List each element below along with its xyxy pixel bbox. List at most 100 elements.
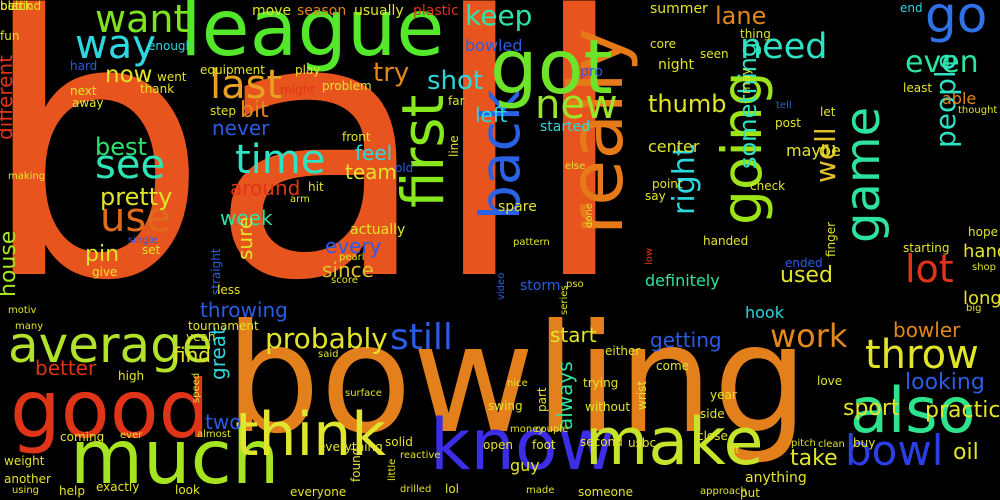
word-wrist: wrist xyxy=(635,380,649,410)
word-center: center xyxy=(648,137,700,156)
word-help: help xyxy=(59,484,85,498)
word-move: move xyxy=(252,3,292,19)
word-able: able xyxy=(942,89,977,108)
word-want: want xyxy=(95,0,189,41)
word-next: next xyxy=(70,84,97,98)
word-front: front xyxy=(342,130,371,144)
word-lol: lol xyxy=(445,482,460,496)
word-end: end xyxy=(900,1,923,15)
word-big: big xyxy=(966,303,982,314)
word-found: found xyxy=(349,447,363,482)
word-look: look xyxy=(175,483,200,497)
word-arm: arm xyxy=(290,194,310,205)
word-good: good xyxy=(10,363,210,456)
word-step: step xyxy=(210,104,236,118)
word-everything: everything xyxy=(318,440,383,454)
word-take: take xyxy=(790,446,838,471)
word-coming: coming xyxy=(60,430,105,444)
word-lane: lane xyxy=(715,2,767,30)
word-clean: clean xyxy=(818,439,845,450)
word-throwing: throwing xyxy=(200,298,288,322)
word-spare: spare xyxy=(498,199,537,215)
word-away: away xyxy=(72,96,104,110)
word-second: second xyxy=(580,435,623,449)
word-hard: hard xyxy=(70,59,98,73)
word-best: best xyxy=(95,133,147,161)
word-bit: bit xyxy=(240,98,269,123)
word-fit: fit xyxy=(729,445,740,456)
word-core: core xyxy=(650,37,676,51)
word-weight: weight xyxy=(4,454,45,468)
word-video: video xyxy=(496,272,507,300)
word-many: many xyxy=(15,321,44,332)
word-tournament: tournament xyxy=(188,319,259,333)
word-foot: foot xyxy=(532,438,556,452)
word-motiv: motiv xyxy=(8,305,37,316)
word-bowling: bowling xyxy=(225,293,809,467)
word-enough: enough xyxy=(148,39,194,53)
word-make: make xyxy=(585,405,764,480)
word-thing: thing xyxy=(740,27,771,41)
word-reactive: reactive xyxy=(400,450,441,461)
word-hit: hit xyxy=(308,180,324,194)
word-different: different xyxy=(0,55,17,140)
word-open: open xyxy=(483,438,513,452)
word-drilled: drilled xyxy=(400,484,432,495)
word-sport: sport xyxy=(843,396,900,421)
word-house: house xyxy=(0,230,21,297)
word-think: think xyxy=(235,400,386,470)
word-maybe: maybe xyxy=(786,141,841,160)
word-post: post xyxy=(775,116,801,130)
word-score: score xyxy=(331,275,358,286)
word-either: either xyxy=(605,344,641,358)
word-might: might xyxy=(280,83,315,97)
word-give: give xyxy=(92,265,118,279)
word-shot: shot xyxy=(427,66,484,96)
word-almost: almost xyxy=(197,429,231,440)
word-got: got xyxy=(490,23,613,111)
word-using: using xyxy=(12,485,40,496)
word-low: low xyxy=(644,247,655,265)
word-finger: finger xyxy=(824,221,838,257)
word-even: even xyxy=(905,45,979,80)
word-guy: guy xyxy=(510,456,540,475)
word-something: something xyxy=(734,41,762,169)
word-close: close xyxy=(697,429,728,443)
word-way: way xyxy=(75,22,156,68)
word-last: last xyxy=(210,62,283,108)
word-start: start xyxy=(550,323,597,347)
word-made: made xyxy=(526,485,555,496)
word-anything: anything xyxy=(745,470,807,486)
word-know: know xyxy=(430,404,615,486)
word-always: always xyxy=(553,361,577,430)
word-now: now xyxy=(105,62,153,88)
word-time: time xyxy=(235,137,326,183)
word-part: part xyxy=(535,387,549,412)
word-hook: hook xyxy=(745,303,784,322)
word-started: started xyxy=(540,119,591,135)
word-series: series xyxy=(559,285,570,315)
word-side: side xyxy=(700,407,725,421)
word-pro: pro xyxy=(580,64,603,80)
word-seen: seen xyxy=(700,47,729,61)
word-league: league xyxy=(180,0,445,74)
word-since: since xyxy=(322,258,374,282)
word-thank: thank xyxy=(140,82,175,96)
word-let: let xyxy=(820,105,836,119)
word-bowled: bowled xyxy=(465,36,523,55)
word-making: making xyxy=(8,171,46,182)
word-throw: throw xyxy=(865,332,979,378)
word-around: around xyxy=(230,176,301,200)
word-much: much xyxy=(70,413,280,500)
word-ever: ever xyxy=(120,430,143,441)
word-else: else xyxy=(565,161,586,172)
word-getting: getting xyxy=(650,328,722,352)
word-trying: trying xyxy=(583,376,619,390)
word-left: left xyxy=(475,103,508,127)
word-speed: speed xyxy=(191,372,202,403)
word-yeah: yeah xyxy=(186,330,216,344)
word-said: said xyxy=(318,349,339,360)
word-average: average xyxy=(8,316,213,374)
word-need: need xyxy=(740,27,828,67)
word-keep: keep xyxy=(465,0,533,32)
